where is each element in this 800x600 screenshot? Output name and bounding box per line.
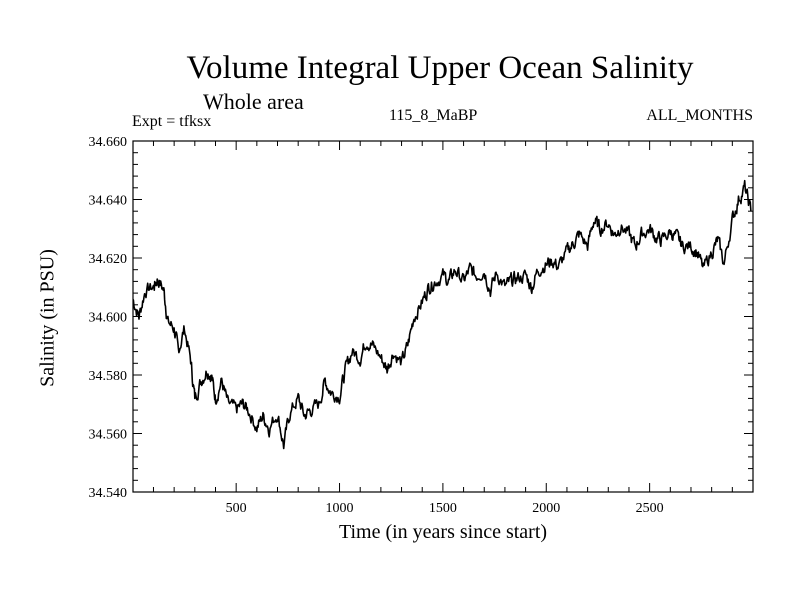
run-label: 115_8_MaBP [389,107,478,124]
y-tick-label: 34.600 [89,311,128,326]
x-tick-label: 1500 [429,501,457,516]
salinity-series-line [133,179,752,450]
series-layer [133,179,752,450]
y-tick-label: 34.640 [89,194,128,209]
chart-subtitle: Whole area [203,89,304,114]
x-tick-label: 2000 [532,501,560,516]
months-label: ALL_MONTHS [646,107,753,124]
chart-title: Volume Integral Upper Ocean Salinity [186,50,694,86]
x-tick-label: 2500 [636,501,664,516]
x-axis-ticks: 500 1000 1500 2000 2500 [152,141,733,516]
x-tick-label: 1000 [326,501,354,516]
x-axis-label: Time (in years since start) [338,521,548,543]
y-axis-ticks: 34.540 34.560 34.580 34.600 34.620 34.640 34.6… [89,135,753,501]
experiment-label: Expt = tfksx [132,113,212,130]
y-tick-label: 34.580 [89,369,128,384]
x-tick-label: 500 [226,501,247,516]
y-tick-label: 34.660 [89,135,128,150]
y-tick-label: 34.620 [89,252,128,267]
y-tick-label: 34.540 [89,486,128,501]
plot-frame [132,140,754,493]
y-tick-label: 34.560 [89,428,128,443]
